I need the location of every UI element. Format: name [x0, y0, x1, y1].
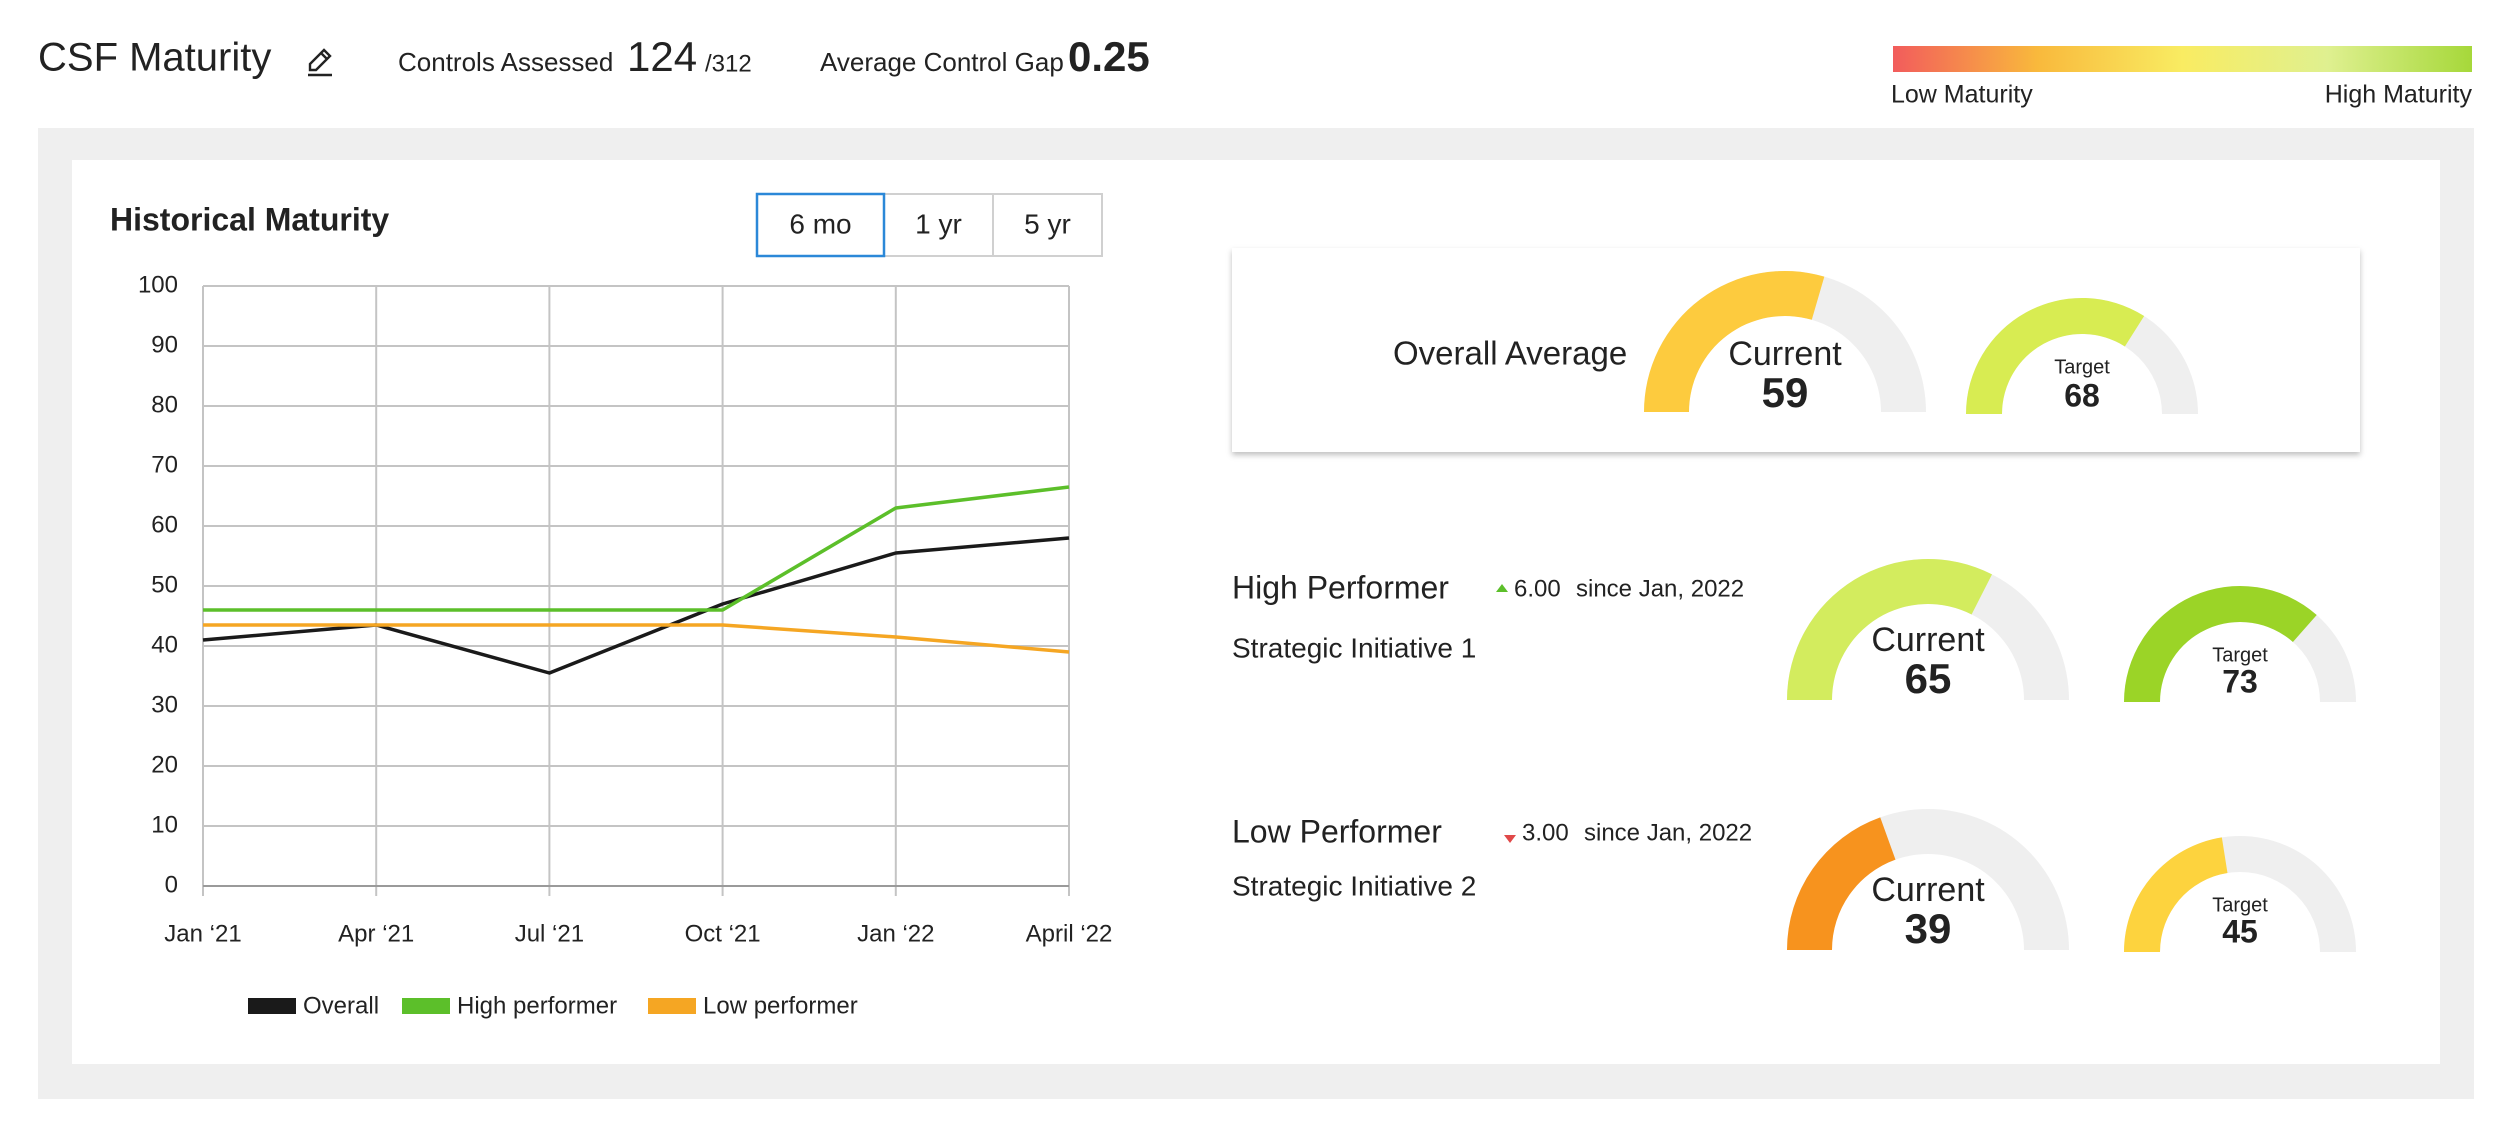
y-tick-label: 0: [165, 871, 178, 898]
gauge-arc: [2124, 586, 2317, 702]
legend-label: Overall: [303, 992, 379, 1019]
y-tick-label: 80: [151, 391, 178, 418]
scale-high-label: High Maturity: [2325, 81, 2473, 109]
series-line: [203, 485, 1070, 612]
range-button[interactable]: 5 yr: [992, 193, 1103, 257]
summary-title: Overall Average: [1393, 335, 1627, 372]
change-value: 6.00: [1514, 575, 1561, 602]
x-tick-label: Jan ‘22: [857, 920, 934, 947]
y-tick-label: 90: [151, 331, 178, 358]
page-title: CSF Maturity: [38, 36, 271, 80]
y-tick-label: 10: [151, 811, 178, 838]
initiative-name: Strategic Initiative 1: [1232, 632, 1476, 663]
gauge-value: 68: [2064, 377, 2100, 413]
gauge-label: Target: [2054, 356, 2110, 378]
range-button-label[interactable]: 6 mo: [789, 208, 851, 239]
gap-value: 0.25: [1068, 33, 1150, 80]
x-tick-label: Jan ‘21: [164, 920, 241, 947]
gauge-arc: [1966, 297, 2145, 414]
controls-label: Controls Assessed: [398, 47, 613, 77]
performer-title: High Performer: [1232, 569, 1449, 605]
legend-label: High performer: [457, 992, 617, 1019]
change-value: 3.00: [1522, 819, 1569, 846]
y-tick-label: 20: [151, 751, 178, 778]
legend-swatch: [402, 998, 450, 1014]
gauge-value: 45: [2222, 913, 2258, 949]
y-tick-label: 60: [151, 511, 178, 538]
x-tick-label: April ‘22: [1026, 920, 1113, 947]
gauge-arc: [2124, 837, 2228, 952]
y-tick-label: 30: [151, 691, 178, 718]
series-line: [202, 536, 1070, 675]
range-button[interactable]: 6 mo: [755, 192, 886, 258]
performer-title: Low Performer: [1232, 813, 1442, 849]
legend-label: Low performer: [703, 992, 858, 1019]
gauge-arc: [1787, 817, 1896, 950]
controls-total: /312: [705, 50, 752, 77]
x-tick-label: Oct ‘21: [685, 920, 761, 947]
gauge-arc: [1787, 558, 1993, 700]
maturity-scale-bar: [1893, 46, 2472, 72]
gauge-value: 39: [1905, 905, 1952, 952]
gauge-label: Target: [2212, 894, 2268, 916]
gauge-arc: [1644, 271, 1825, 412]
change-since: since Jan, 2022: [1576, 575, 1744, 602]
gauge-value: 59: [1762, 369, 1809, 416]
gauge-label: Current: [1871, 621, 1985, 659]
legend-swatch: [248, 998, 296, 1014]
y-tick-label: 50: [151, 571, 178, 598]
edit-icon[interactable]: [308, 48, 332, 77]
change-arrow: [1504, 835, 1516, 843]
edit-icon-shape[interactable]: [308, 48, 332, 72]
gauge-label: Current: [1728, 335, 1842, 373]
gauge-value: 65: [1905, 655, 1952, 702]
range-button-label[interactable]: 1 yr: [915, 208, 962, 239]
range-button[interactable]: 1 yr: [883, 193, 994, 257]
series-line: [203, 623, 1070, 654]
gap-label: Average Control Gap: [820, 47, 1064, 77]
controls-value: 124: [627, 33, 697, 80]
x-tick-label: Apr ‘21: [338, 920, 414, 947]
gauge-label: Current: [1871, 871, 1985, 909]
change-arrow: [1496, 584, 1508, 592]
gauge-label: Target: [2212, 644, 2268, 666]
legend-swatch: [648, 998, 696, 1014]
scale-low-label: Low Maturity: [1891, 81, 2033, 109]
x-tick-label: Jul ‘21: [515, 920, 584, 947]
y-tick-label: 40: [151, 631, 178, 658]
range-button-box[interactable]: [992, 193, 1103, 257]
range-button-box[interactable]: [755, 192, 886, 258]
range-button-label[interactable]: 5 yr: [1024, 208, 1071, 239]
initiative-name: Strategic Initiative 2: [1232, 870, 1476, 901]
y-tick-label: 100: [138, 271, 178, 298]
change-since: since Jan, 2022: [1584, 819, 1752, 846]
y-tick-label: 70: [151, 451, 178, 478]
chart-title: Historical Maturity: [110, 201, 389, 237]
gauge-value: 73: [2222, 663, 2258, 699]
